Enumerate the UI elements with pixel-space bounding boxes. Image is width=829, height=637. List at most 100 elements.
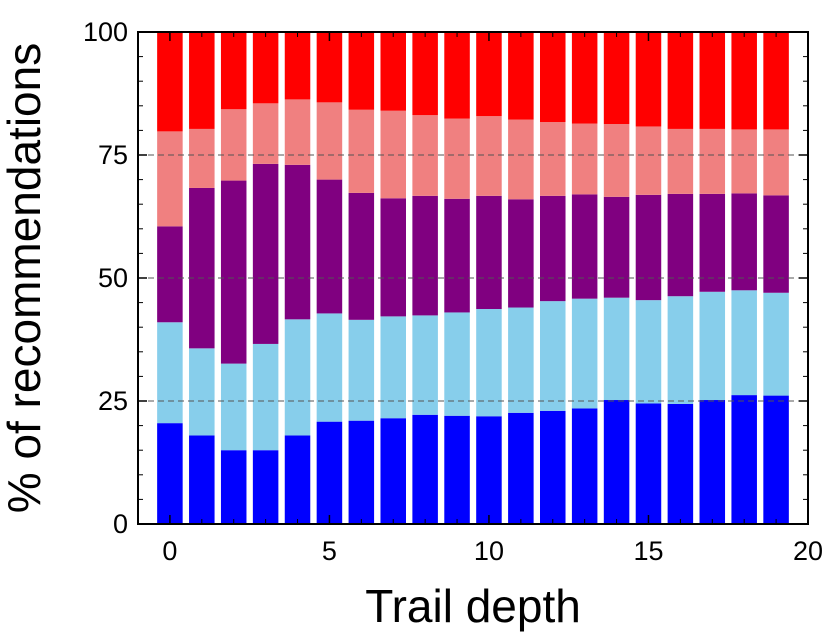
bar-segment-2-x18 [731, 193, 757, 291]
bar-segment-4-x3 [252, 32, 279, 104]
bar-segment-1-x6 [348, 319, 375, 421]
y-axis-title: % of recommendations [0, 43, 50, 513]
x-axis-title: Trail depth [365, 580, 581, 632]
bar-segment-1-x11 [508, 307, 534, 413]
bar-segment-3-x19 [763, 129, 789, 196]
bar-segment-0-x10 [476, 416, 502, 524]
y-tick-label-25: 25 [98, 386, 128, 416]
bar-segment-3-x13 [571, 123, 598, 195]
bar-segment-3-x8 [412, 115, 438, 196]
bar-segment-2-x14 [603, 196, 630, 298]
bar-segment-3-x10 [476, 116, 502, 196]
bar-segment-4-x5 [316, 32, 343, 103]
bar-segment-4-x13 [571, 32, 598, 124]
bar-segment-4-x2 [220, 32, 247, 110]
bar-segment-4-x9 [444, 32, 470, 119]
bar-segment-2-x13 [571, 194, 598, 299]
y-tick-label-75: 75 [98, 140, 128, 170]
bars-layer [157, 32, 789, 524]
bar-segment-1-x0 [157, 322, 183, 424]
bar-segment-2-x19 [763, 195, 789, 293]
bar-segment-1-x18 [731, 290, 757, 396]
bar-segment-1-x3 [252, 343, 279, 451]
bar-segment-1-x1 [189, 348, 215, 436]
bar-segment-0-x12 [540, 410, 566, 524]
bar-segment-4-x16 [667, 32, 694, 129]
bar-segment-3-x1 [189, 128, 215, 188]
bar-segment-2-x6 [348, 192, 375, 320]
bar-segment-0-x9 [444, 415, 470, 524]
bar-segment-3-x4 [284, 99, 311, 165]
bar-segment-4-x6 [348, 32, 375, 110]
bar-segment-0-x19 [763, 395, 789, 524]
bar-segment-0-x6 [348, 420, 375, 524]
bar-segment-2-x7 [380, 198, 406, 317]
bar-segment-3-x6 [348, 109, 375, 193]
x-tick-label-5: 5 [322, 536, 337, 566]
bar-segment-0-x15 [635, 403, 662, 524]
bar-segment-2-x12 [540, 195, 566, 302]
x-tick-label-10: 10 [474, 536, 504, 566]
y-tick-label-0: 0 [113, 509, 128, 539]
bar-segment-3-x9 [444, 118, 470, 199]
ticks-layer: 0 25 50 75 100 0 5 10 15 20 [83, 17, 823, 566]
bar-segment-0-x5 [316, 421, 343, 524]
bar-segment-4-x8 [412, 32, 438, 116]
bar-segment-2-x16 [667, 193, 694, 297]
bar-segment-2-x8 [412, 195, 438, 316]
bar-segment-4-x15 [635, 32, 662, 127]
bar-segment-0-x14 [603, 400, 630, 524]
bar-segment-0-x3 [252, 450, 279, 524]
x-tick-label-15: 15 [633, 536, 663, 566]
bar-segment-3-x5 [316, 102, 343, 180]
bar-segment-2-x15 [635, 194, 662, 301]
bar-segment-4-x14 [603, 32, 630, 124]
bar-segment-0-x8 [412, 414, 438, 524]
bar-segment-0-x7 [380, 418, 406, 524]
bar-segment-0-x1 [189, 435, 215, 524]
y-tick-label-50: 50 [98, 263, 128, 293]
bar-segment-2-x0 [157, 226, 183, 323]
bar-segment-1-x5 [316, 313, 343, 422]
bar-segment-3-x17 [699, 128, 726, 194]
bar-segment-4-x12 [540, 32, 566, 123]
bar-segment-1-x8 [412, 315, 438, 415]
x-tick-label-0: 0 [162, 536, 177, 566]
bar-segment-3-x12 [540, 122, 566, 196]
bar-segment-3-x11 [508, 119, 534, 200]
bar-segment-3-x14 [603, 124, 630, 197]
bar-segment-1-x13 [571, 298, 598, 409]
bar-segment-2-x11 [508, 199, 534, 308]
bar-segment-1-x17 [699, 291, 726, 401]
bar-segment-0-x18 [731, 395, 757, 524]
y-tick-label-100: 100 [83, 17, 128, 47]
bar-segment-4-x18 [731, 32, 757, 130]
bar-segment-4-x10 [476, 32, 502, 117]
bar-segment-0-x11 [508, 412, 534, 524]
bar-segment-0-x0 [157, 423, 183, 524]
bar-segment-3-x2 [220, 109, 247, 181]
bar-segment-1-x15 [635, 300, 662, 404]
bar-segment-2-x4 [284, 164, 311, 320]
bar-segment-4-x17 [699, 32, 726, 129]
bar-segment-2-x9 [444, 198, 470, 313]
bar-segment-3-x0 [157, 131, 183, 227]
bar-segment-0-x13 [571, 408, 598, 524]
bar-segment-3-x16 [667, 128, 694, 194]
bar-segment-2-x17 [699, 193, 726, 292]
x-tick-label-20: 20 [793, 536, 823, 566]
bar-segment-4-x1 [189, 32, 215, 129]
bar-segment-0-x17 [699, 400, 726, 524]
bar-segment-1-x9 [444, 312, 470, 416]
bar-segment-1-x14 [603, 297, 630, 401]
bar-segment-2-x1 [189, 187, 215, 349]
bar-segment-3-x18 [731, 129, 757, 194]
bar-segment-2-x2 [220, 180, 247, 364]
bar-segment-1-x12 [540, 301, 566, 411]
bar-segment-0-x16 [667, 403, 694, 524]
bar-segment-3-x3 [252, 103, 279, 164]
bar-segment-0-x2 [220, 450, 247, 524]
bar-segment-2-x3 [252, 163, 279, 344]
bar-segment-4-x11 [508, 32, 534, 120]
